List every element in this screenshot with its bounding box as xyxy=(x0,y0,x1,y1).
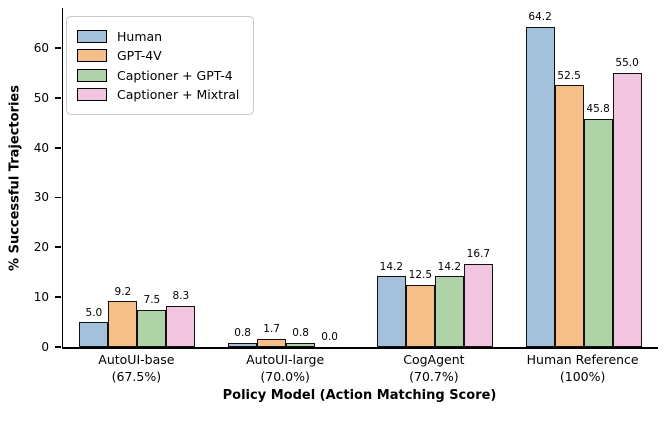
bar-value-label: 55.0 xyxy=(615,57,639,70)
y-tick-mark xyxy=(55,346,61,348)
legend-label: Captioner + GPT-4 xyxy=(117,67,233,83)
y-tick-label: 10 xyxy=(33,290,49,305)
y-tick-mark xyxy=(55,296,61,299)
x-axis-title: Policy Model (Action Matching Score) xyxy=(222,388,497,403)
bar-slot: 52.5 xyxy=(554,8,584,347)
bar-value-label: 12.5 xyxy=(408,269,433,282)
bar xyxy=(554,85,584,347)
bar xyxy=(137,309,167,347)
legend-swatch xyxy=(77,68,107,82)
bar-value-label: 52.5 xyxy=(557,69,581,83)
bar-value-label: 14.2 xyxy=(437,260,462,274)
legend-swatch xyxy=(77,49,107,62)
y-tick-mark xyxy=(55,146,61,149)
bar-group: 5.0 9.2 7.5 8.3 xyxy=(79,8,196,347)
bar-group: 64.2 52.5 45.8 55.0 xyxy=(525,8,642,347)
x-tick-label: AutoUI-large (70.0%) xyxy=(195,352,375,386)
bar-value-label: 1.7 xyxy=(263,322,280,336)
x-tick-label: AutoUI-base (67.5%) xyxy=(46,352,226,386)
legend: Human GPT-4V Captioner + GPT-4 Captioner + … xyxy=(66,16,255,115)
bar xyxy=(79,322,109,347)
bar-value-label: 9.2 xyxy=(114,285,132,299)
bar-value-label: 5.0 xyxy=(85,306,103,320)
bar-slot: 8.3 xyxy=(166,8,196,347)
legend-label: Human xyxy=(117,28,163,44)
y-tick-label: 30 xyxy=(33,190,49,205)
bar xyxy=(257,338,287,347)
bar-group: 0.8 1.7 0.8 0.0 xyxy=(228,8,344,347)
legend-row: Captioner + GPT-4 xyxy=(77,68,239,83)
legend-row: Captioner + Mixtral xyxy=(77,87,239,102)
category-score: (67.5%) xyxy=(111,368,162,384)
legend-label: Captioner + Mixtral xyxy=(117,87,240,102)
category-name: Human Reference xyxy=(526,352,639,367)
category-name: AutoUI-large xyxy=(246,352,325,367)
legend-row: GPT-4V xyxy=(77,48,239,63)
bar xyxy=(583,118,613,347)
y-tick-mark xyxy=(55,47,61,49)
plot-area: 0 10 20 30 40 50 60 5.0 9.2 7.5 8.3 0.8 1.7 0.8 0.0 14.… xyxy=(34,8,658,354)
bar xyxy=(228,343,258,347)
bar-value-label: 14.2 xyxy=(379,260,404,274)
legend-label: GPT-4V xyxy=(117,48,162,63)
category-score: (70.0%) xyxy=(260,368,310,384)
y-tick-label: 20 xyxy=(33,240,49,255)
x-tick-label: Human Reference (100%) xyxy=(493,352,665,386)
bar-slot: 0.0 xyxy=(315,8,344,347)
bar-value-label: 8.3 xyxy=(172,290,190,303)
bar xyxy=(108,301,138,347)
bar-slot: 0.8 xyxy=(286,8,316,347)
category-name: AutoUI-base xyxy=(98,352,175,367)
y-tick-label: 50 xyxy=(33,90,49,105)
category-score: (70.7%) xyxy=(409,368,459,384)
bar-slot: 45.8 xyxy=(583,8,613,347)
category-score: (100%) xyxy=(559,368,606,384)
bar-slot: 14.2 xyxy=(434,8,464,347)
bar xyxy=(405,284,435,347)
bar xyxy=(286,343,316,347)
category-name: CogAgent xyxy=(403,352,465,367)
bar-slot: 5.0 xyxy=(79,8,109,347)
y-tick-label: 60 xyxy=(33,40,49,55)
legend-swatch xyxy=(77,88,107,101)
bar-slot: 16.7 xyxy=(463,8,493,347)
y-tick-label: 0 xyxy=(41,340,49,354)
bar xyxy=(376,276,406,347)
bar xyxy=(434,276,464,347)
bar-slot: 9.2 xyxy=(108,8,138,347)
bar-value-label: 16.7 xyxy=(466,248,491,261)
bar xyxy=(525,26,555,347)
bar-slot: 14.2 xyxy=(376,8,406,347)
y-tick-label: 40 xyxy=(33,140,49,155)
bar-slot: 1.7 xyxy=(257,8,287,347)
bar-group: 14.2 12.5 14.2 16.7 xyxy=(376,8,493,347)
bar-value-label: 7.5 xyxy=(143,294,161,307)
bar-value-label: 0.0 xyxy=(321,331,338,344)
x-tick-label: CogAgent (70.7%) xyxy=(344,352,524,386)
y-tick-mark xyxy=(55,96,61,99)
bar-value-label: 0.8 xyxy=(234,327,251,341)
bar-slot: 0.8 xyxy=(228,8,258,347)
bar-slot: 12.5 xyxy=(405,8,435,347)
bar xyxy=(612,72,642,347)
bar-slot: 55.0 xyxy=(612,8,642,347)
legend-swatch xyxy=(77,29,107,43)
bar-slot: 64.2 xyxy=(525,8,555,347)
bar-value-label: 45.8 xyxy=(586,103,610,116)
y-tick-mark xyxy=(55,246,61,249)
bar xyxy=(166,305,196,347)
bar-slot: 7.5 xyxy=(137,8,167,347)
bar-value-label: 0.8 xyxy=(292,327,309,341)
y-tick-mark xyxy=(55,196,61,199)
bar xyxy=(463,263,493,347)
legend-row: Human xyxy=(77,29,239,44)
bar-value-label: 64.2 xyxy=(528,11,552,24)
